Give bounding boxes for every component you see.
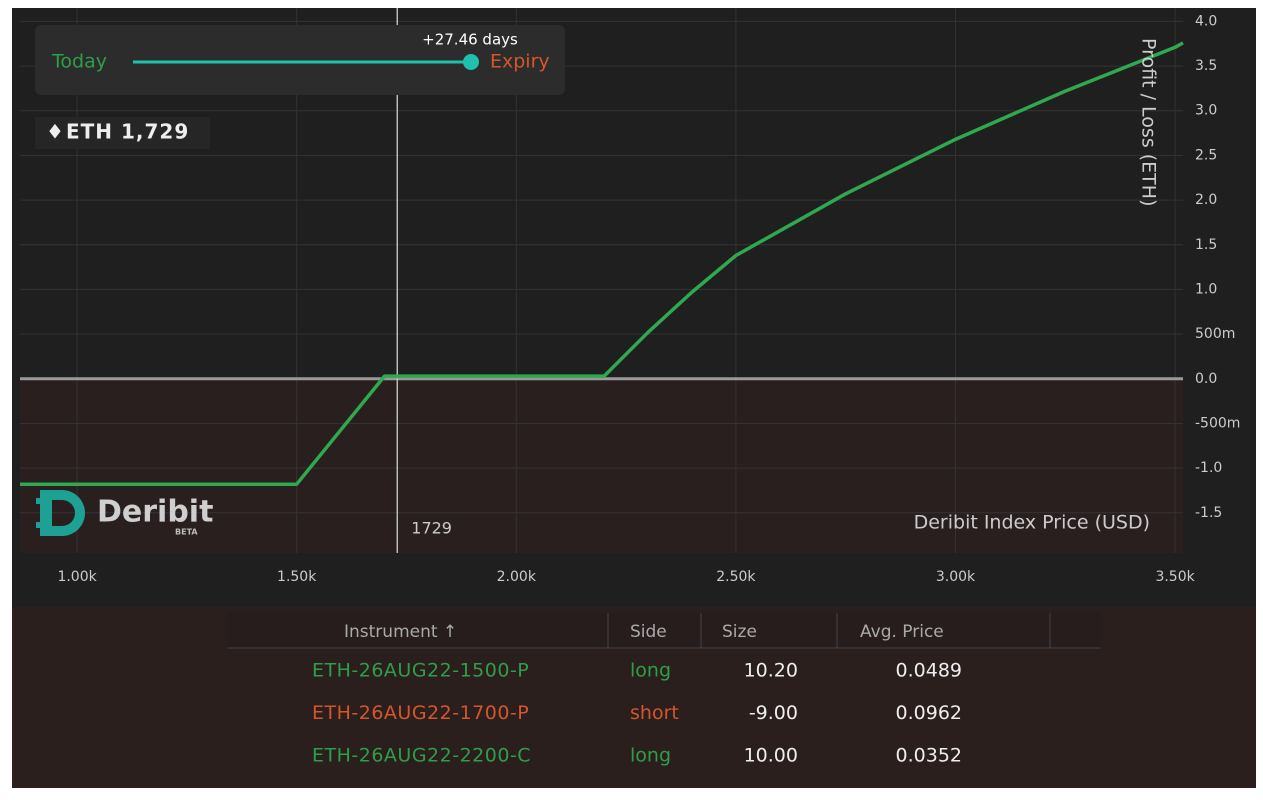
slider-offset: +27.46 days xyxy=(422,31,518,49)
slider-box xyxy=(35,25,565,95)
pl-line xyxy=(20,41,1184,486)
y-tick-label: 2.5 xyxy=(1195,147,1217,163)
slider-end: Expiry xyxy=(490,51,550,73)
current-price-label: 1729 xyxy=(411,519,452,538)
table-cell: 0.0489 xyxy=(896,660,962,682)
index-icon: ♦ xyxy=(46,120,64,144)
table-cell: -9.00 xyxy=(749,702,798,724)
table-cell: long xyxy=(630,660,671,682)
table-cell: 10.20 xyxy=(744,660,798,682)
table-cell: ETH-26AUG22-1700-P xyxy=(312,702,529,724)
loss-region xyxy=(20,378,1183,553)
y-tick-label: -1.5 xyxy=(1195,505,1222,521)
column-header: Side xyxy=(630,622,667,642)
table-header-bg xyxy=(228,613,1100,649)
y-tick-label: 1.0 xyxy=(1195,281,1217,297)
x-tick-label: 1.50k xyxy=(277,569,317,585)
logo-icon xyxy=(36,490,85,536)
column-header: Avg. Price xyxy=(860,622,944,642)
table-cell: ETH-26AUG22-2200-C xyxy=(312,745,531,767)
x-tick-label: 2.50k xyxy=(716,569,756,585)
y-tick-label: -500m xyxy=(1195,415,1240,431)
y-tick-label: 0.0 xyxy=(1195,371,1217,387)
table-cell: 10.00 xyxy=(744,745,798,767)
logo-text: Deribit xyxy=(97,495,213,530)
x-tick-label: 3.00k xyxy=(936,569,976,585)
table-cell: ETH-26AUG22-1500-P xyxy=(312,660,529,682)
x-tick-label: 2.00k xyxy=(497,569,537,585)
x-axis-title: Deribit Index Price (USD) xyxy=(914,512,1150,534)
x-tick-label: 3.50k xyxy=(1155,569,1195,585)
table-cell: 0.0352 xyxy=(896,745,962,767)
y-tick-label: -1.0 xyxy=(1195,460,1222,476)
column-header: Size xyxy=(722,622,757,642)
index-box xyxy=(35,117,210,149)
plot: -1.5 -1.0 -500m 0.0 500m 1.0 1.5 2.0 2.5 3.0 3.5 4.… xyxy=(20,8,1240,585)
logo-badge: BETA xyxy=(175,528,198,537)
slider-handle[interactable] xyxy=(463,54,479,70)
y-tick-label: 4.0 xyxy=(1195,13,1217,29)
table: Instrument ↑ Side Size Avg. Price ETH-26AUG2… xyxy=(228,613,1100,767)
y-tick-label: 1.5 xyxy=(1195,237,1217,253)
y-tick-label: 3.5 xyxy=(1195,58,1217,74)
index-price: ETH 1,729 xyxy=(66,120,189,144)
table-cell: short xyxy=(630,702,679,724)
x-tick-label: 1.00k xyxy=(57,569,97,585)
y-axis-title: Profit / Loss (ETH) xyxy=(1138,38,1160,206)
column-header: Instrument ↑ xyxy=(344,622,457,642)
table-cell: 0.0962 xyxy=(896,702,962,724)
slider-start: Today xyxy=(51,51,107,73)
y-tick-label: 3.0 xyxy=(1195,103,1217,119)
y-tick-label: 2.0 xyxy=(1195,192,1217,208)
y-tick-label: 500m xyxy=(1195,326,1235,342)
table-cell: long xyxy=(630,745,671,767)
